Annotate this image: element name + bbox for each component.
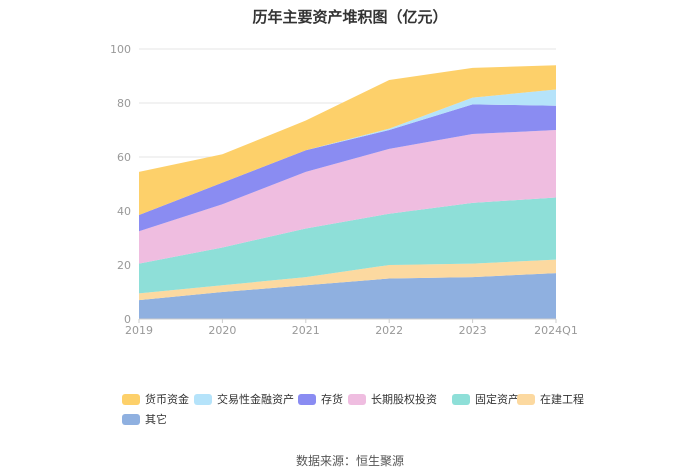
y-tick-label: 60: [117, 151, 131, 164]
x-tick-label: 2023: [459, 324, 487, 337]
legend-label: 存货: [321, 393, 343, 406]
x-tick-label: 2024Q1: [534, 324, 578, 337]
legend-swatch: [194, 393, 212, 405]
area-series-3: [139, 130, 556, 264]
axes: 0 20 40 60 80 100 2019 2020 2021 2022 2023 2024Q1: [110, 43, 578, 337]
area-series-6: [139, 65, 556, 216]
x-tick-label: 2020: [208, 324, 236, 337]
legend-swatch: [122, 393, 140, 405]
legend-swatch: [348, 393, 366, 405]
area-series-5: [139, 89, 556, 216]
area-series-2: [139, 197, 556, 294]
legend-swatch: [122, 413, 140, 425]
y-tick-label: 0: [124, 313, 131, 326]
legend-item[interactable]: 存货: [298, 391, 343, 407]
legend-label: 长期股权投资: [371, 393, 437, 406]
legend-label: 其它: [145, 413, 167, 426]
area-series-0: [139, 273, 556, 319]
legend-item[interactable]: 交易性金融资产: [194, 391, 294, 407]
legend-item[interactable]: 固定资产: [452, 391, 519, 407]
legend-item[interactable]: 其它: [122, 411, 167, 427]
x-tick-label: 2021: [292, 324, 320, 337]
legend-item[interactable]: 货币资金: [122, 391, 189, 407]
y-tick-label: 80: [117, 97, 131, 110]
legend-label: 交易性金融资产: [217, 393, 294, 406]
stacked-areas: [139, 65, 556, 319]
y-tick-label: 40: [117, 205, 131, 218]
chart-title: 历年主要资产堆积图（亿元）: [252, 8, 448, 26]
legend-item[interactable]: 在建工程: [517, 391, 584, 407]
area-series-4: [139, 104, 556, 232]
area-series-1: [139, 259, 556, 301]
legend-label: 在建工程: [540, 393, 584, 406]
source-note: 数据来源：恒生聚源: [295, 454, 404, 468]
legend-swatch: [298, 393, 316, 405]
legend-swatch: [452, 393, 470, 405]
legend-item[interactable]: 长期股权投资: [348, 391, 437, 407]
legend-swatch: [517, 393, 535, 405]
y-tick-label: 20: [117, 259, 131, 272]
legend-label: 货币资金: [145, 393, 189, 406]
legend-label: 固定资产: [475, 393, 519, 406]
y-tick-label: 100: [110, 43, 131, 56]
x-tick-label: 2022: [375, 324, 403, 337]
x-tick-label: 2019: [125, 324, 153, 337]
